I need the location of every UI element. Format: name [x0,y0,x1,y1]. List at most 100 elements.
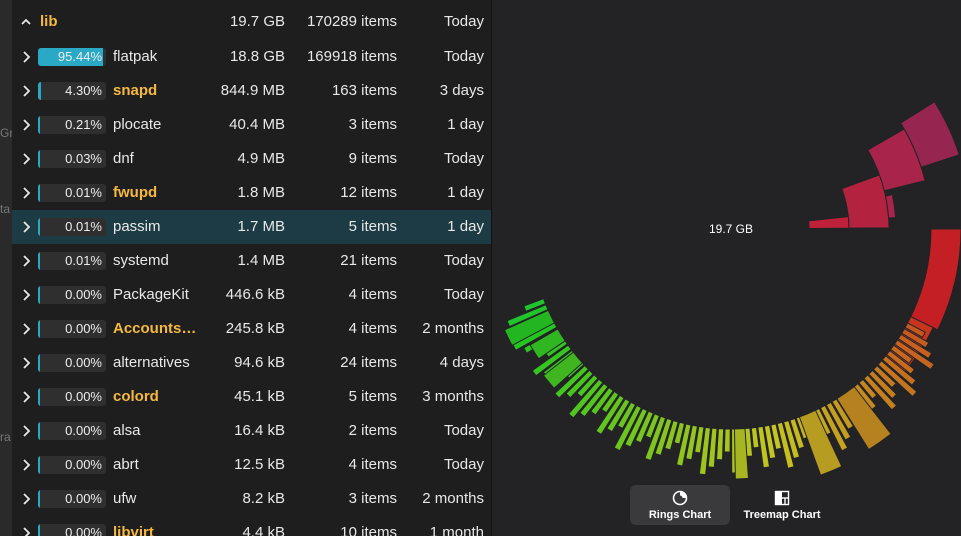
ring-segment[interactable] [715,428,725,461]
ring-segment[interactable] [634,410,654,444]
ring-segment[interactable] [763,424,777,460]
ring-segment[interactable] [776,421,795,469]
ring-segment[interactable] [567,378,604,419]
ring-segment[interactable] [654,417,673,457]
ring-segment[interactable] [783,419,801,460]
ring-segment[interactable] [675,423,692,467]
ring-segment[interactable] [877,360,918,398]
ring-segment[interactable] [698,426,712,476]
list-item[interactable]: 4.30% snapd 844.9 MB 163 items 3 days [12,74,491,108]
rings-chart-button[interactable]: Rings Chart [630,485,730,525]
chevron-right-icon[interactable] [18,346,34,380]
pane-divider[interactable] [491,0,492,536]
ring-segment[interactable] [673,421,686,445]
current-folder-row[interactable]: lib 19.7 GB 170289 items Today [12,5,491,39]
ring-segment[interactable] [798,409,843,476]
chart-center[interactable] [692,190,770,268]
chevron-right-icon[interactable] [18,312,34,346]
ring-segment[interactable] [554,364,590,399]
list-item[interactable]: 0.00% colord 45.1 kB 5 items 3 months [12,380,491,414]
ring-segment[interactable] [664,419,679,451]
chevron-right-icon[interactable] [18,448,34,482]
ring-segment[interactable] [885,349,916,375]
ring-segment[interactable] [825,401,852,441]
ring-segment[interactable] [595,394,625,436]
list-item[interactable]: 0.03% dnf 4.9 MB 9 items Today [12,142,491,176]
chevron-right-icon[interactable] [18,380,34,414]
ring-segment[interactable] [757,425,771,469]
ring-segment[interactable] [872,364,897,389]
chevron-right-icon[interactable] [18,142,34,176]
ring-segment[interactable] [889,344,914,364]
ring-segment[interactable] [606,398,631,433]
ring-segment[interactable] [531,344,572,377]
chevron-right-icon[interactable] [18,108,34,142]
chevron-right-icon[interactable] [18,244,34,278]
ring-segment[interactable] [723,428,731,453]
ring-segment[interactable] [579,382,609,418]
chevron-right-icon[interactable] [18,278,34,312]
ring-segment[interactable] [523,298,547,313]
ring-segment[interactable] [503,309,556,347]
ring-segment[interactable] [893,339,935,371]
treemap-chart-icon [774,490,790,509]
ring-segment[interactable] [576,374,599,398]
list-item[interactable]: 0.00% alsa 16.4 kB 2 items Today [12,414,491,448]
ring-segment[interactable] [616,401,637,430]
ring-segment[interactable] [836,385,892,451]
chevron-right-icon[interactable] [18,176,34,210]
list-item[interactable]: 0.01% systemd 1.4 MB 21 items Today [12,244,491,278]
ring-segment[interactable] [750,426,760,449]
ring-segment[interactable] [819,404,849,452]
list-item[interactable]: 0.00% AccountsService 245.8 kB 4 items 2 mon… [12,312,491,346]
ring-segment[interactable] [858,378,878,400]
chevron-right-icon[interactable] [18,210,34,244]
ring-segment[interactable] [506,304,549,328]
ring-segment[interactable] [707,427,718,468]
list-item[interactable]: 0.00% ufw 8.2 kB 3 items 2 months [12,482,491,516]
ring-segment[interactable] [910,228,961,331]
list-item[interactable]: 0.00% libvirt 4.4 kB 10 items 1 month [12,516,491,536]
ring-segment[interactable] [808,216,850,229]
ring-segment[interactable] [789,417,806,450]
ring-segment[interactable] [644,415,667,462]
ring-segment[interactable] [624,407,648,448]
ring-segment[interactable] [904,322,926,338]
ring-segment[interactable] [694,425,705,454]
list-item[interactable]: 0.00% alternatives 94.6 kB 24 items 4 days [12,346,491,380]
treemap-chart-button[interactable]: Treemap Chart [732,485,832,525]
list-item[interactable]: 0.00% PackageKit 446.6 kB 4 items Today [12,278,491,312]
ring-segment[interactable] [863,374,898,411]
ring-segment[interactable] [770,423,783,451]
chevron-right-icon[interactable] [18,482,34,516]
list-item[interactable]: 0.00% abrt 12.5 kB 4 items Today [12,448,491,482]
ring-segment[interactable] [901,327,930,349]
rings-chart[interactable]: 19.7 GB [492,0,961,480]
list-item[interactable]: 0.21% plocate 40.4 MB 3 items 1 day [12,108,491,142]
chevron-up-icon[interactable] [18,5,34,39]
ring-segment[interactable] [644,413,661,439]
ring-segment[interactable] [685,424,699,461]
ring-segment[interactable] [590,386,614,416]
chevron-right-icon[interactable] [18,516,34,536]
current-folder-modified: Today [443,13,484,30]
ring-segment[interactable] [529,328,566,360]
ring-segment[interactable] [897,333,933,360]
ring-segment[interactable] [884,194,897,219]
ring-segment[interactable] [600,390,620,414]
chevron-right-icon[interactable] [18,414,34,448]
ring-segment[interactable] [868,369,898,400]
list-item[interactable]: 95.44% flatpak 18.8 GB 169918 items Today [12,40,491,74]
file-list[interactable]: lib 19.7 GB 170289 items Today 95.44% fla… [12,0,491,536]
ring-segment[interactable] [899,101,960,168]
chevron-right-icon[interactable] [18,74,34,108]
ring-segment[interactable] [565,369,594,399]
chevron-right-icon[interactable] [18,40,34,74]
ring-segment[interactable] [831,398,855,430]
list-item[interactable]: 0.01% passim 1.7 MB 5 items 1 day [12,210,491,244]
list-item[interactable]: 0.01% fwupd 1.8 MB 12 items 1 day [12,176,491,210]
ring-segment[interactable] [542,351,584,389]
ring-segment[interactable] [613,404,643,452]
ring-segment[interactable] [881,355,917,386]
ring-segment[interactable] [733,427,749,480]
